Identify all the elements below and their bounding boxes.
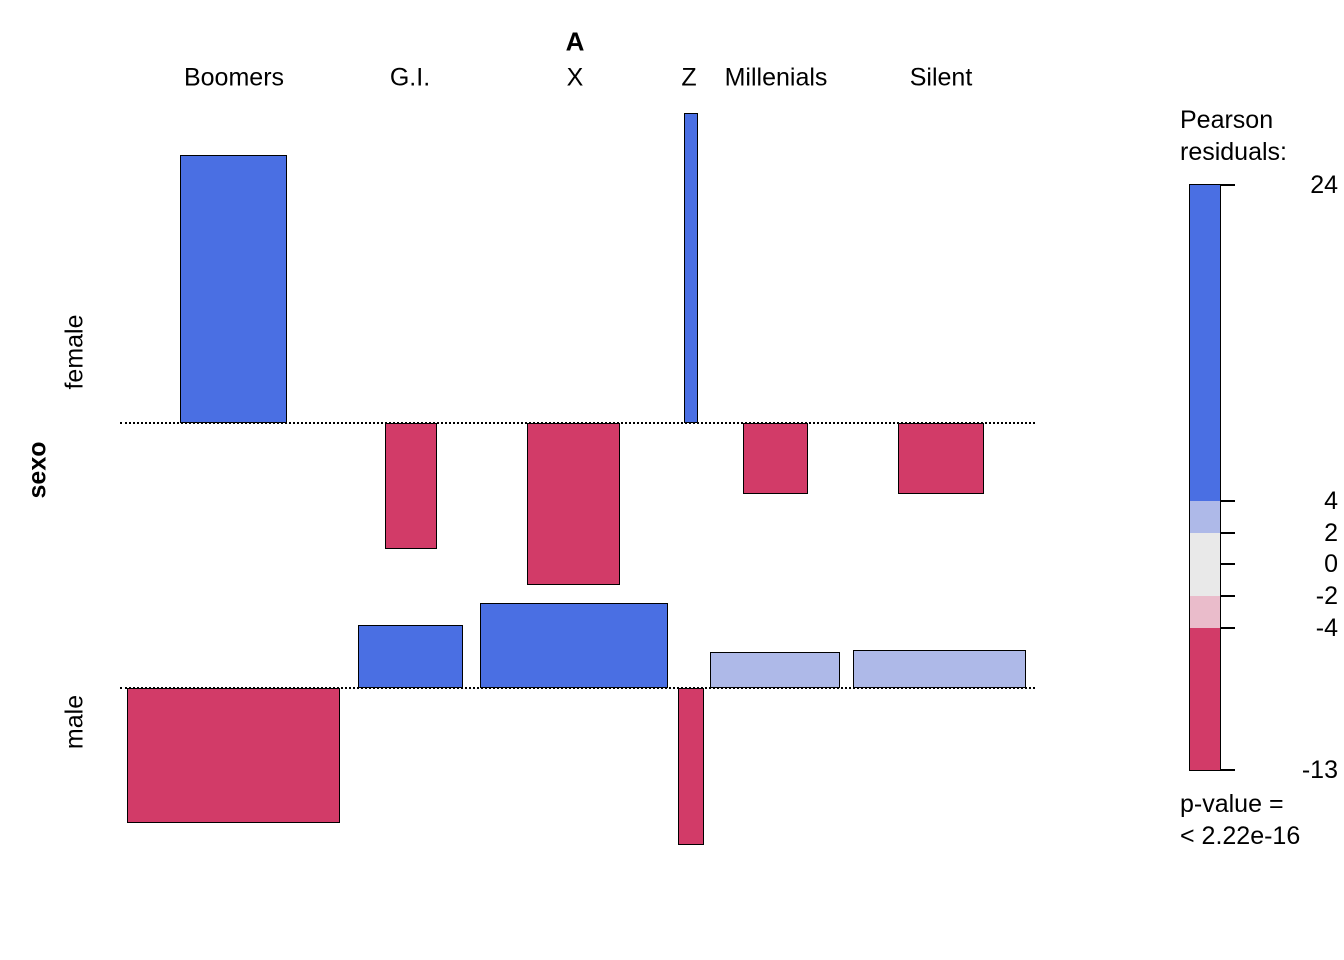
legend-tick-label: 0 bbox=[1324, 550, 1338, 579]
residual-bar-female-g-i- bbox=[385, 423, 437, 549]
legend-segment bbox=[1190, 501, 1220, 533]
legend-segment bbox=[1190, 596, 1220, 628]
legend-tick-mark bbox=[1220, 531, 1235, 534]
residual-bar-male-g-i- bbox=[358, 625, 463, 688]
legend-tick-label: -2 bbox=[1315, 582, 1338, 611]
legend-tick-mark bbox=[1220, 769, 1235, 771]
residual-bar-female-boomers bbox=[180, 155, 287, 423]
p-value: p-value = < 2.22e-16 bbox=[1180, 788, 1344, 852]
legend-segment bbox=[1190, 185, 1220, 502]
legend-tick-label: 2 bbox=[1324, 518, 1338, 547]
residual-bar-male-boomers bbox=[127, 688, 340, 823]
legend-tick-mark bbox=[1220, 595, 1235, 598]
p-value-line1: p-value = bbox=[1180, 790, 1284, 818]
column-label-silent: Silent bbox=[909, 63, 973, 92]
column-label-boomers: Boomers bbox=[183, 63, 285, 92]
legend-segment bbox=[1190, 532, 1220, 597]
legend-segment bbox=[1190, 627, 1220, 770]
legend-tick-mark bbox=[1220, 626, 1235, 629]
legend-tick-label: -13 bbox=[1301, 756, 1338, 784]
chart-title: A bbox=[565, 26, 585, 57]
column-label-z: Z bbox=[681, 63, 697, 92]
column-label-millenials: Millenials bbox=[724, 63, 828, 92]
column-label-g-i-: G.I. bbox=[389, 63, 431, 92]
legend-colorbar bbox=[1189, 184, 1221, 771]
residual-bar-female-silent bbox=[898, 423, 984, 494]
column-label-x: X bbox=[566, 63, 584, 92]
legend-tick-mark bbox=[1220, 563, 1235, 566]
legend-title: Pearson residuals: bbox=[1180, 106, 1287, 166]
residual-bar-male-millenials bbox=[710, 652, 840, 688]
residual-bar-female-x bbox=[527, 423, 620, 585]
residual-bar-female-z bbox=[684, 113, 698, 423]
legend-tick-mark bbox=[1220, 184, 1235, 186]
residual-bar-male-z bbox=[678, 688, 704, 845]
residual-bar-female-millenials bbox=[743, 423, 808, 494]
legend-tick-label: -4 bbox=[1315, 613, 1338, 642]
residual-bar-male-x bbox=[480, 603, 668, 688]
baseline-male bbox=[120, 687, 1035, 689]
legend-tick-label: 4 bbox=[1324, 487, 1338, 516]
p-value-line2: < 2.22e-16 bbox=[1180, 822, 1301, 850]
residual-bar-male-silent bbox=[853, 650, 1026, 688]
legend-tick-label: 24 bbox=[1310, 171, 1338, 199]
legend-tick-mark bbox=[1220, 500, 1235, 503]
